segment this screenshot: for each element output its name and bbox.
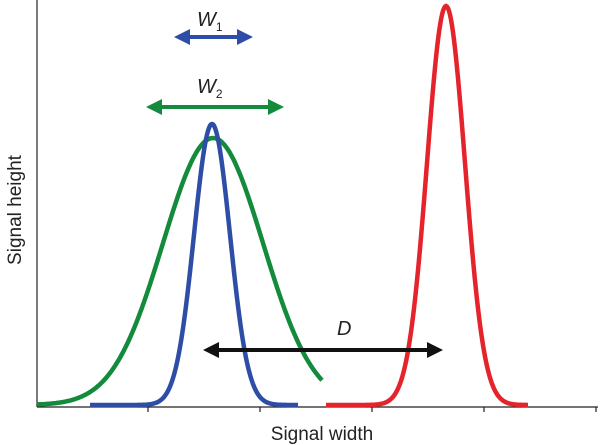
y-axis-label: Signal height [5, 154, 26, 265]
d-label: D [337, 318, 351, 340]
w1-sub: 1 [216, 20, 223, 34]
w1-main: W [197, 9, 218, 31]
w2-sub: 2 [216, 87, 223, 101]
x-axis-label: Signal width [271, 424, 373, 445]
narrow-peak [90, 121, 298, 408]
wide-peak [36, 135, 324, 407]
w1-arrow [174, 29, 253, 45]
w2-arrow [146, 99, 284, 115]
x-ticks [147, 407, 597, 412]
second-peak [326, 3, 528, 408]
d-arrow [203, 342, 443, 358]
w1-label: W1 [197, 9, 223, 34]
w2-label: W2 [197, 76, 223, 101]
w2-main: W [197, 76, 218, 98]
